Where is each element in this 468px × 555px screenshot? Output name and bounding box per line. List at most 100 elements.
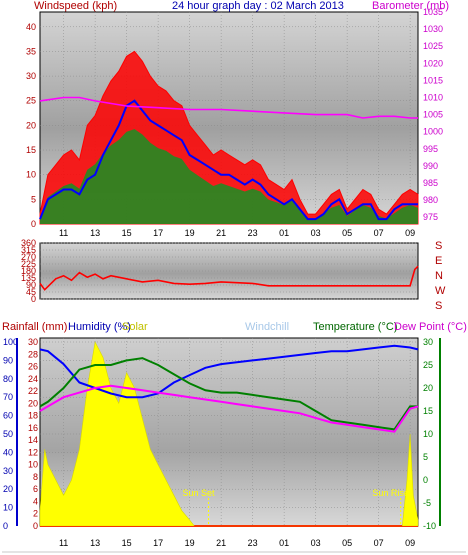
rainfall-tick-label: 30	[28, 337, 38, 347]
windspeed-tick-label: 20	[26, 120, 36, 130]
windspeed-tick-label: 5	[31, 194, 36, 204]
temperature-tick-label: 20	[423, 383, 433, 393]
temperature-tick-label: 5	[423, 452, 428, 462]
windchill-label: Windchill	[245, 321, 289, 333]
humidity-tick-label: 30	[3, 466, 13, 476]
compass-label: S	[435, 300, 442, 312]
compass-label: E	[435, 255, 442, 267]
barometer-tick-label: 1025	[423, 41, 443, 51]
rainfall-tick-label: 4	[33, 496, 38, 506]
rainfall-tick-label: 10	[28, 460, 38, 470]
x-tick-label: 15	[122, 538, 132, 548]
barometer-tick-label: 980	[423, 195, 438, 205]
temperature-tick-label: -10	[423, 521, 436, 531]
temperature-tick-label: 15	[423, 406, 433, 416]
rainfall-tick-label: 6	[33, 484, 38, 494]
direction-tick-label: 360	[21, 238, 36, 248]
rainfall-tick-label: 12	[28, 447, 38, 457]
series-gust-inner	[40, 129, 418, 224]
direction-tick-label: 45	[26, 287, 36, 297]
series-wind-direction	[39, 265, 419, 291]
rainfall-label: Rainfall (mm)	[2, 321, 67, 333]
barometer-tick-label: 1000	[423, 127, 443, 137]
x-tick-label: 11	[59, 228, 68, 238]
temperature-tick-label: 10	[423, 429, 433, 439]
rainfall-tick-label: 14	[28, 435, 38, 445]
x-tick-label: 03	[311, 228, 321, 238]
windspeed-tick-label: 15	[26, 145, 36, 155]
x-tick-label: 17	[153, 538, 163, 548]
barometer-tick-label: 1030	[423, 24, 443, 34]
temperature-tick-label: -5	[423, 498, 431, 508]
direction-tick-label: 0	[31, 294, 36, 304]
solar-label: Solar	[122, 321, 148, 333]
humidity-label: Humidity (%)	[68, 321, 131, 333]
x-tick-label: 21	[216, 228, 226, 238]
x-tick-label: 07	[374, 228, 384, 238]
x-tick-label: 19	[185, 538, 195, 548]
barometer-tick-label: 1015	[423, 75, 443, 85]
temperature-tick-label: 30	[423, 337, 433, 347]
barometer-tick-label: 990	[423, 161, 438, 171]
humidity-tick-label: 50	[3, 429, 13, 439]
x-tick-label: 01	[279, 538, 289, 548]
windspeed-tick-label: 35	[26, 46, 36, 56]
barometer-tick-label: 985	[423, 178, 438, 188]
wind-panel-series	[39, 50, 419, 225]
humidity-tick-label: 10	[3, 503, 13, 513]
windspeed-tick-label: 25	[26, 96, 36, 106]
temperature-tick-label: 25	[423, 360, 433, 370]
x-tick-label: 11	[59, 538, 68, 548]
direction-tick-label: 270	[21, 252, 36, 262]
rainfall-tick-label: 28	[28, 349, 38, 359]
series-dew_point	[39, 384, 419, 433]
graph-title: 24 hour graph day : 02 March 2013	[172, 0, 344, 12]
windspeed-tick-label: 30	[26, 71, 36, 81]
rainfall-tick-label: 16	[28, 423, 38, 433]
x-tick-label: 07	[374, 538, 384, 548]
windspeed-tick-labels: 0 5 10 15 20 25 30 35 40	[26, 22, 36, 229]
dewpoint-label: Dew Point (°C)	[394, 321, 467, 333]
x-tick-label: 09	[405, 538, 415, 548]
windspeed-tick-label: 10	[26, 170, 36, 180]
temperature-tick-labels: -10 -5 0 5 10 15 20 25 30	[423, 337, 436, 531]
humidity-tick-label: 20	[3, 484, 13, 494]
x-tick-label: 17	[153, 228, 163, 238]
series-solar	[39, 341, 419, 527]
x-tick-label: 15	[122, 228, 132, 238]
temp-panel-series	[39, 341, 419, 527]
humidity-tick-label: 90	[3, 355, 13, 365]
series-average	[39, 99, 418, 221]
rainfall-tick-label: 20	[28, 398, 38, 408]
windspeed-label: Windspeed (kph)	[34, 0, 117, 12]
wind-panel-x-tick-labels: 11 13 15 17 19 21 23 01 03 05 07 09	[59, 228, 415, 238]
direction-tick-label: 135	[21, 273, 36, 283]
x-tick-label: 05	[342, 538, 352, 548]
compass-label: N	[435, 270, 443, 282]
humidity-tick-label: 0	[3, 521, 8, 531]
humidity-tick-label: 100	[3, 337, 18, 347]
x-tick-label: 13	[90, 538, 100, 548]
rainfall-tick-label: 26	[28, 362, 38, 372]
rainfall-tick-label: 2	[33, 509, 38, 519]
x-tick-label: 05	[342, 228, 352, 238]
x-tick-label: 23	[248, 228, 258, 238]
temperature-tick-label: 0	[423, 475, 428, 485]
humidity-tick-label: 40	[3, 447, 13, 457]
temp-panel-x-tick-labels: 11 13 15 17 19 21 23 01 03 05 07 09	[59, 538, 415, 548]
humidity-tick-label: 70	[3, 392, 13, 402]
temperature-label: Temperature (°C)	[313, 321, 397, 333]
x-tick-label: 09	[405, 228, 415, 238]
x-tick-label: 21	[216, 538, 226, 548]
x-tick-label: 19	[185, 228, 195, 238]
barometer-tick-label: 1005	[423, 110, 443, 120]
x-tick-label: 13	[90, 228, 100, 238]
barometer-tick-label: 1035	[423, 7, 443, 17]
barometer-tick-labels: 975 980 985 990 995 1000 1005 1010 1015 1020 1025 1…	[423, 7, 443, 222]
rainfall-tick-label: 8	[33, 472, 38, 482]
x-tick-label: 03	[311, 538, 321, 548]
